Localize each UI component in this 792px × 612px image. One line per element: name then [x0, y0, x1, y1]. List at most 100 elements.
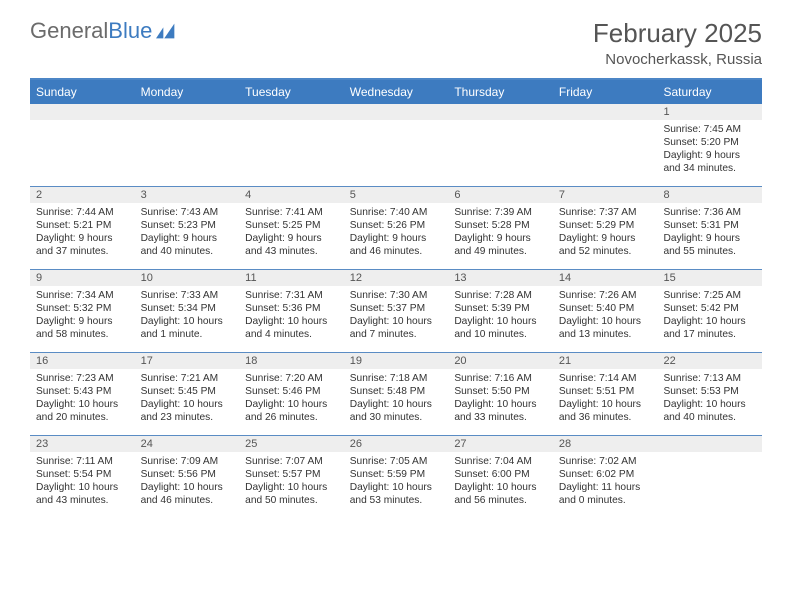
day-info: Sunrise: 7:31 AMSunset: 5:36 PMDaylight:…	[239, 286, 344, 347]
day-number: 18	[239, 355, 257, 367]
calendar-cell	[344, 104, 449, 186]
brand-part2: Blue	[108, 18, 152, 44]
calendar-cell: 8Sunrise: 7:36 AMSunset: 5:31 PMDaylight…	[657, 187, 762, 269]
weekday-label: Thursday	[448, 80, 553, 104]
daynum-row: 22	[657, 353, 762, 369]
calendar-cell: 20 Sunrise: 7:16 AMSunset: 5:50 PMDayligh…	[448, 353, 553, 435]
calendar-cell: 24Sunrise: 7:09 AMSunset: 5:56 PMDayligh…	[135, 436, 240, 518]
sunset-text: Sunset: 5:36 PM	[245, 302, 338, 315]
day-info: Sunrise: 7:37 AMSunset: 5:29 PMDaylight:…	[553, 203, 658, 264]
sunrise-text: Sunrise: 7:45 AM	[663, 123, 756, 136]
calendar-cell: 13Sunrise: 7:28 AMSunset: 5:39 PMDayligh…	[448, 270, 553, 352]
daylight-text: Daylight: 11 hours and 0 minutes.	[559, 481, 652, 507]
daylight-text: Daylight: 10 hours and 30 minutes.	[350, 398, 443, 424]
daylight-text: Daylight: 10 hours and 4 minutes.	[245, 315, 338, 341]
calendar: Sunday Monday Tuesday Wednesday Thursday…	[30, 80, 762, 518]
day-info: Sunrise: 7:23 AMSunset: 5:43 PMDaylight:…	[30, 369, 135, 430]
sunset-text: Sunset: 5:28 PM	[454, 219, 547, 232]
daylight-text: Daylight: 10 hours and 50 minutes.	[245, 481, 338, 507]
day-number: 16	[30, 355, 48, 367]
day-number: 25	[239, 438, 257, 450]
sunrise-text: Sunrise: 7:18 AM	[350, 372, 443, 385]
daynum-row: 9	[30, 270, 135, 286]
day-info: Sunrise: 7:07 AMSunset: 5:57 PMDaylight:…	[239, 452, 344, 513]
daynum-row	[239, 104, 344, 120]
day-info: Sunrise: 7:05 AMSunset: 5:59 PMDaylight:…	[344, 452, 449, 513]
sunrise-text: Sunrise: 7:02 AM	[559, 455, 652, 468]
logo-mark-icon	[156, 23, 178, 39]
daylight-text: Daylight: 10 hours and 36 minutes.	[559, 398, 652, 424]
sunrise-text: Sunrise: 7:23 AM	[36, 372, 129, 385]
daynum-row: 16	[30, 353, 135, 369]
calendar-week: 2Sunrise: 7:44 AMSunset: 5:21 PMDaylight…	[30, 187, 762, 270]
calendar-cell: 25 Sunrise: 7:07 AMSunset: 5:57 PMDayligh…	[239, 436, 344, 518]
calendar-cell: 2Sunrise: 7:44 AMSunset: 5:21 PMDaylight…	[30, 187, 135, 269]
daynum-row: 17	[135, 353, 240, 369]
sunset-text: Sunset: 5:50 PM	[454, 385, 547, 398]
day-number: 8	[657, 189, 669, 201]
sunset-text: Sunset: 5:48 PM	[350, 385, 443, 398]
day-number: 19	[344, 355, 362, 367]
calendar-cell: 17Sunrise: 7:21 AMSunset: 5:45 PMDayligh…	[135, 353, 240, 435]
daynum-row: 4	[239, 187, 344, 203]
day-info: Sunrise: 7:16 AMSunset: 5:50 PMDaylight:…	[448, 369, 553, 430]
calendar-cell: 15Sunrise: 7:25 AMSunset: 5:42 PMDayligh…	[657, 270, 762, 352]
daylight-text: Daylight: 10 hours and 33 minutes.	[454, 398, 547, 424]
daynum-row: 3	[135, 187, 240, 203]
daynum-row: 11	[239, 270, 344, 286]
daynum-row: 8	[657, 187, 762, 203]
calendar-cell: 23 Sunrise: 7:11 AMSunset: 5:54 PMDayligh…	[30, 436, 135, 518]
day-number: 28	[553, 438, 571, 450]
calendar-cell	[553, 104, 658, 186]
day-info: Sunrise: 7:44 AMSunset: 5:21 PMDaylight:…	[30, 203, 135, 264]
sunset-text: Sunset: 5:46 PM	[245, 385, 338, 398]
sunset-text: Sunset: 5:26 PM	[350, 219, 443, 232]
day-info: Sunrise: 7:11 AMSunset: 5:54 PMDaylight:…	[30, 452, 135, 513]
calendar-cell: 12Sunrise: 7:30 AMSunset: 5:37 PMDayligh…	[344, 270, 449, 352]
weekday-label: Sunday	[30, 80, 135, 104]
sunrise-text: Sunrise: 7:43 AM	[141, 206, 234, 219]
daylight-text: Daylight: 9 hours and 49 minutes.	[454, 232, 547, 258]
day-number: 14	[553, 272, 571, 284]
daylight-text: Daylight: 10 hours and 46 minutes.	[141, 481, 234, 507]
sunrise-text: Sunrise: 7:11 AM	[36, 455, 129, 468]
day-number: 7	[553, 189, 565, 201]
day-number: 23	[30, 438, 48, 450]
month-title: February 2025	[593, 18, 762, 49]
weekday-label: Friday	[553, 80, 658, 104]
daylight-text: Daylight: 9 hours and 46 minutes.	[350, 232, 443, 258]
daynum-row	[344, 104, 449, 120]
sunrise-text: Sunrise: 7:13 AM	[663, 372, 756, 385]
day-info: Sunrise: 7:18 AMSunset: 5:48 PMDaylight:…	[344, 369, 449, 430]
daynum-row: 5	[344, 187, 449, 203]
day-number: 5	[344, 189, 356, 201]
daylight-text: Daylight: 10 hours and 53 minutes.	[350, 481, 443, 507]
sunrise-text: Sunrise: 7:07 AM	[245, 455, 338, 468]
daylight-text: Daylight: 10 hours and 56 minutes.	[454, 481, 547, 507]
daylight-text: Daylight: 9 hours and 40 minutes.	[141, 232, 234, 258]
day-number: 6	[448, 189, 460, 201]
sunset-text: Sunset: 6:00 PM	[454, 468, 547, 481]
daynum-row: 27	[448, 436, 553, 452]
daynum-row: 2	[30, 187, 135, 203]
day-number: 3	[135, 189, 147, 201]
daynum-row	[553, 104, 658, 120]
calendar-cell: 27Sunrise: 7:04 AMSunset: 6:00 PMDayligh…	[448, 436, 553, 518]
day-number: 20	[448, 355, 466, 367]
daynum-row: 28	[553, 436, 658, 452]
calendar-cell: 28Sunrise: 7:02 AMSunset: 6:02 PMDayligh…	[553, 436, 658, 518]
daylight-text: Daylight: 10 hours and 40 minutes.	[663, 398, 756, 424]
sunset-text: Sunset: 5:59 PM	[350, 468, 443, 481]
sunrise-text: Sunrise: 7:14 AM	[559, 372, 652, 385]
day-info: Sunrise: 7:04 AMSunset: 6:00 PMDaylight:…	[448, 452, 553, 513]
sunset-text: Sunset: 5:34 PM	[141, 302, 234, 315]
daynum-row: 7	[553, 187, 658, 203]
calendar-cell	[239, 104, 344, 186]
daynum-row: 14	[553, 270, 658, 286]
weekday-label: Saturday	[657, 80, 762, 104]
calendar-cell: 14Sunrise: 7:26 AMSunset: 5:40 PMDayligh…	[553, 270, 658, 352]
daynum-row: 20	[448, 353, 553, 369]
calendar-cell: 7 Sunrise: 7:37 AMSunset: 5:29 PMDaylight…	[553, 187, 658, 269]
daynum-row: 23	[30, 436, 135, 452]
sunset-text: Sunset: 5:57 PM	[245, 468, 338, 481]
